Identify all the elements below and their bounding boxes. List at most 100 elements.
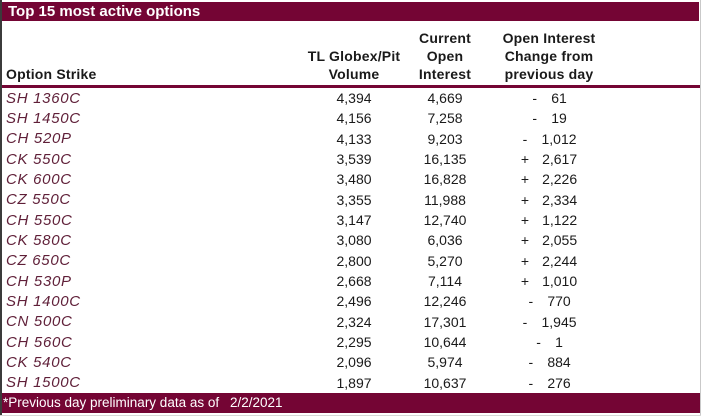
change-sign: + <box>520 273 530 290</box>
oi-change-cell: + 2,244 <box>521 251 577 271</box>
volume-cell: 4,156 <box>336 110 372 127</box>
column-header-volume-line2: Volume <box>328 66 380 82</box>
volume-cell: 2,668 <box>336 273 372 290</box>
change-sign: - <box>532 110 538 127</box>
option-strike-cell: CK 600C <box>6 170 72 188</box>
volume-cell: 3,480 <box>336 171 372 188</box>
oi-change-cell: - 770 <box>527 291 570 311</box>
table-row: CK 600C 3,480 16,828 + 2,226 <box>0 169 701 189</box>
open-interest-cell: 12,740 <box>423 212 467 229</box>
change-value: 2,617 <box>542 151 578 168</box>
table-row: CZ 650C 2,800 5,270 + 2,244 <box>0 251 701 271</box>
volume-cell: 2,324 <box>336 313 372 330</box>
change-sign: + <box>520 191 530 208</box>
column-headers: Option Strike TL Globex/Pit Volume Curre… <box>0 21 701 85</box>
change-sign: - <box>528 354 534 371</box>
table-row: CH 520P 4,133 9,203 - 1,012 <box>0 129 701 149</box>
change-value: 1,012 <box>541 130 577 147</box>
change-value: 276 <box>547 374 571 391</box>
column-header-volume-line1: TL Globex/Pit <box>307 48 401 64</box>
open-interest-cell: 12,246 <box>423 293 467 310</box>
footer-bar: *Previous day preliminary data as of 2/2… <box>0 393 701 413</box>
oi-change-cell: - 276 <box>527 373 570 393</box>
column-header-oi-line2: Open <box>426 48 464 64</box>
option-strike-cell: SH 1360C <box>6 89 81 107</box>
volume-cell: 3,355 <box>336 191 372 208</box>
option-strike-cell: CN 500C <box>6 313 73 331</box>
change-value: 770 <box>547 293 571 310</box>
open-interest-cell: 17,301 <box>423 313 467 330</box>
table-row: CH 560C 2,295 10,644 - 1 <box>0 332 701 352</box>
change-value: 1,122 <box>542 212 578 229</box>
change-sign: + <box>520 171 530 188</box>
option-strike-cell: CH 530P <box>6 272 72 290</box>
oi-change-cell: - 1 <box>535 332 563 352</box>
change-sign: + <box>520 232 530 249</box>
oi-change-cell: + 1,122 <box>521 210 577 230</box>
change-sign: - <box>532 90 538 107</box>
table-row: SH 1400C 2,496 12,246 - 770 <box>0 291 701 311</box>
volume-cell: 2,096 <box>336 354 372 371</box>
volume-cell: 2,496 <box>336 293 372 310</box>
page-title: Top 15 most active options <box>8 3 201 20</box>
volume-cell: 2,295 <box>336 334 372 351</box>
volume-cell: 3,147 <box>336 212 372 229</box>
table-row: CH 550C 3,147 12,740 + 1,122 <box>0 210 701 230</box>
column-header-change-line2: Change from <box>504 48 594 64</box>
options-table-body: SH 1360C 4,394 4,669 - 61 SH 1450C 4,156… <box>0 88 701 393</box>
table-row: SH 1500C 1,897 10,637 - 276 <box>0 373 701 393</box>
column-header-option-strike: Option Strike <box>6 66 97 82</box>
oi-change-cell: + 2,334 <box>521 190 577 210</box>
change-sign: - <box>528 293 534 310</box>
table-row: CK 540C 2,096 5,974 - 884 <box>0 352 701 372</box>
oi-change-cell: + 1,010 <box>521 271 577 291</box>
change-value: 884 <box>547 354 571 371</box>
oi-change-cell: + 2,617 <box>521 149 577 169</box>
option-strike-cell: SH 1500C <box>6 374 81 392</box>
change-value: 1,945 <box>541 313 577 330</box>
change-value: 61 <box>551 90 567 107</box>
option-strike-cell: SH 1400C <box>6 292 81 310</box>
oi-change-cell: - 1,012 <box>521 129 577 149</box>
change-sign: - <box>522 130 528 147</box>
option-strike-cell: CZ 550C <box>6 191 71 209</box>
option-strike-cell: CH 550C <box>6 211 73 229</box>
oi-change-cell: - 1,945 <box>521 312 577 332</box>
header-divider <box>0 85 701 88</box>
option-strike-cell: CH 560C <box>6 333 73 351</box>
open-interest-cell: 9,203 <box>427 130 463 147</box>
volume-cell: 1,897 <box>336 374 372 391</box>
table-row: SH 1450C 4,156 7,258 - 19 <box>0 108 701 128</box>
option-strike-cell: SH 1450C <box>6 109 81 127</box>
table-row: CK 550C 3,539 16,135 + 2,617 <box>0 149 701 169</box>
open-interest-cell: 7,114 <box>428 273 462 290</box>
oi-change-cell: + 2,055 <box>521 230 577 250</box>
volume-cell: 2,800 <box>336 252 372 269</box>
open-interest-cell: 10,637 <box>423 374 467 391</box>
change-value: 2,244 <box>542 252 578 269</box>
change-value: 2,226 <box>542 171 578 188</box>
column-header-change-line1: Open Interest <box>502 30 596 46</box>
change-sign: - <box>528 374 534 391</box>
footer-date: 2/2/2021 <box>230 395 283 410</box>
volume-cell: 4,394 <box>336 90 372 107</box>
table-row: SH 1360C 4,394 4,669 - 61 <box>0 88 701 108</box>
change-sign: + <box>520 252 530 269</box>
open-interest-cell: 5,270 <box>427 252 463 269</box>
option-strike-cell: CK 580C <box>6 231 72 249</box>
open-interest-cell: 7,258 <box>427 110 463 127</box>
column-header-oi-line3: Interest <box>418 66 472 82</box>
open-interest-cell: 16,135 <box>423 151 467 168</box>
change-value: 1,010 <box>542 273 578 290</box>
table-row: CH 530P 2,668 7,114 + 1,010 <box>0 271 701 291</box>
option-strike-cell: CK 540C <box>6 353 72 371</box>
volume-cell: 4,133 <box>336 130 372 147</box>
table-row: CK 580C 3,080 6,036 + 2,055 <box>0 230 701 250</box>
change-sign: - <box>522 313 528 330</box>
change-value: 2,334 <box>542 191 578 208</box>
oi-change-cell: - 19 <box>531 108 566 128</box>
volume-cell: 3,539 <box>336 151 372 168</box>
left-border <box>0 0 2 416</box>
change-sign: + <box>520 212 530 229</box>
